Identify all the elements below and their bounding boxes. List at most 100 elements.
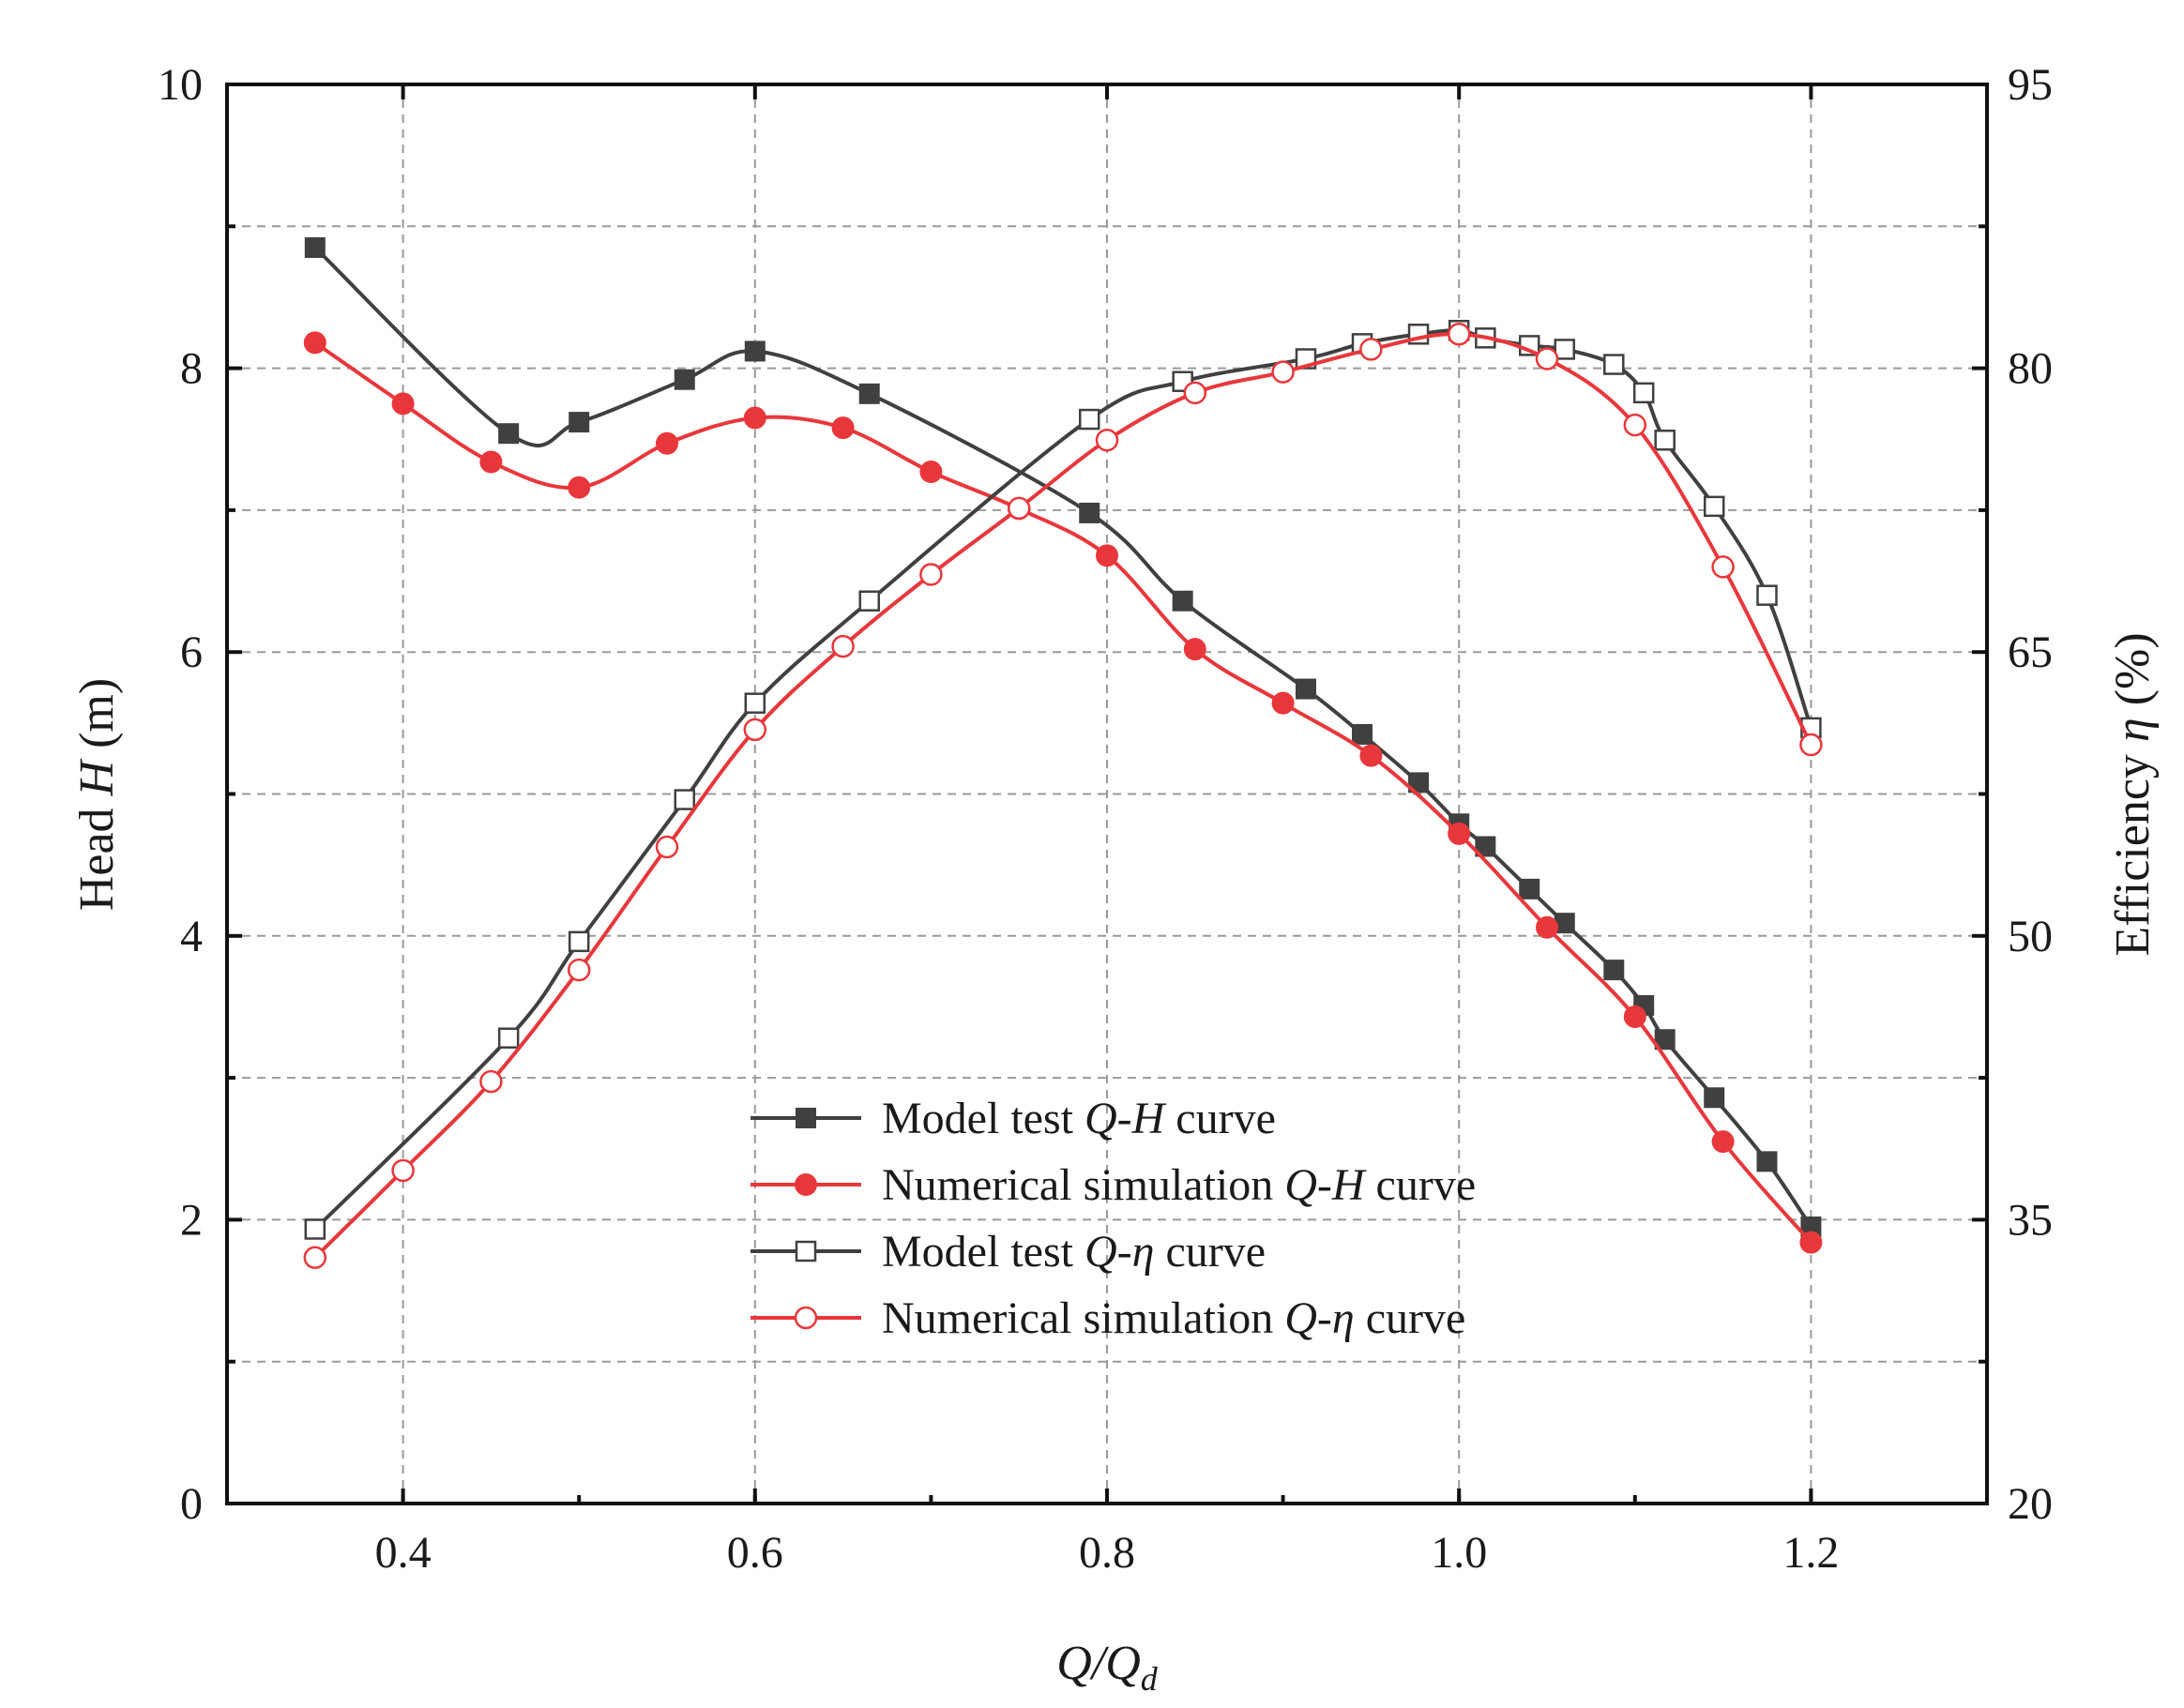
- data-point: [1447, 323, 1471, 346]
- data-point: [1271, 360, 1295, 384]
- data-point: [1295, 678, 1316, 700]
- data-point: [498, 423, 520, 445]
- data-point: [1519, 878, 1540, 899]
- data-point: [1703, 495, 1725, 518]
- grid: [227, 84, 1987, 1504]
- data-point: [1799, 733, 1823, 757]
- series-line: [313, 246, 1813, 1229]
- data-point: [1096, 544, 1118, 567]
- data-point: [391, 392, 415, 416]
- legend: Model test Q-H curve Numerical simulation…: [751, 1094, 1476, 1343]
- data-point: [919, 563, 943, 586]
- data-point: [568, 930, 590, 953]
- data-point: [569, 412, 590, 433]
- y-left-tick-label: 4: [180, 912, 203, 961]
- legend-item-0: Model test Q-H curve: [751, 1094, 1276, 1143]
- data-point: [1654, 430, 1676, 451]
- data-point: [567, 958, 591, 982]
- data-point: [744, 340, 766, 362]
- data-point: [743, 718, 767, 742]
- data-point: [1007, 496, 1031, 521]
- data-point: [1183, 638, 1206, 661]
- series-layer: [303, 236, 1823, 1269]
- data-point: [744, 692, 766, 714]
- legend-label: Numerical simulation Q-η curve: [882, 1293, 1465, 1343]
- data-point: [1172, 590, 1193, 612]
- data-point: [656, 431, 678, 455]
- data-point: [858, 590, 880, 612]
- legend-item-2: Model test Q-η curve: [751, 1227, 1266, 1277]
- legend-label: Numerical simulation Q-H curve: [882, 1160, 1476, 1210]
- y-right-tick-label: 35: [2008, 1195, 2053, 1245]
- data-point: [1603, 354, 1625, 375]
- series-line: [313, 332, 1813, 1260]
- data-point: [1078, 408, 1100, 431]
- y-left-tick-label: 2: [180, 1195, 203, 1245]
- data-point: [743, 406, 766, 430]
- data-point: [1711, 555, 1735, 579]
- data-point: [1448, 822, 1471, 845]
- y-right-tick-label: 20: [2008, 1479, 2053, 1529]
- data-point: [1095, 429, 1119, 452]
- data-point: [831, 634, 855, 658]
- legend-label: Model test Q-η curve: [882, 1227, 1266, 1277]
- data-point: [1632, 382, 1655, 404]
- y-left-tick-label: 10: [158, 60, 203, 110]
- legend-swatch-marker: [794, 1306, 818, 1330]
- y-right-tick-label: 50: [2008, 912, 2053, 961]
- data-point: [831, 416, 855, 440]
- data-point: [1183, 381, 1207, 405]
- y-axis-left-title: Head H (m): [70, 678, 124, 911]
- legend-swatch-marker: [796, 1108, 816, 1128]
- legend-item-3: Numerical simulation Q-η curve: [751, 1293, 1465, 1343]
- data-point: [1756, 1151, 1778, 1172]
- y-left-tick-label: 0: [180, 1479, 203, 1529]
- data-point: [655, 835, 679, 859]
- data-point: [1711, 1130, 1735, 1154]
- data-point: [1554, 339, 1576, 360]
- legend-label: Model test Q-H curve: [882, 1094, 1276, 1143]
- data-point: [304, 236, 326, 258]
- data-point: [304, 1218, 326, 1240]
- data-point: [1475, 836, 1496, 857]
- data-point: [1554, 913, 1575, 934]
- data-point: [1535, 347, 1559, 370]
- data-point: [674, 789, 696, 810]
- y-axis-right-title: Efficiency η (%): [2106, 632, 2160, 956]
- legend-swatch-marker: [795, 1173, 817, 1196]
- data-point: [1408, 772, 1430, 794]
- data-point: [479, 450, 503, 474]
- series-3: [303, 323, 1823, 1269]
- data-point: [674, 369, 695, 390]
- x-tick-label: 1.0: [1431, 1528, 1487, 1578]
- y-right-tick-label: 80: [2008, 344, 2053, 394]
- data-point: [497, 1027, 520, 1049]
- data-point: [1359, 744, 1383, 767]
- data-point: [1654, 1029, 1676, 1050]
- data-point: [1623, 413, 1647, 437]
- legend-swatch-marker: [795, 1240, 817, 1262]
- y-right-tick-label: 65: [2008, 627, 2053, 677]
- data-point: [1536, 915, 1558, 939]
- data-point: [303, 331, 326, 355]
- data-point: [1359, 338, 1383, 361]
- data-point: [391, 1158, 415, 1183]
- data-point: [303, 1246, 327, 1269]
- x-tick-label: 0.6: [727, 1528, 783, 1578]
- y-left-tick-label: 8: [180, 344, 203, 394]
- data-point: [1704, 1087, 1725, 1109]
- x-tick-label: 1.2: [1782, 1528, 1839, 1578]
- data-point: [1271, 691, 1295, 715]
- data-point: [479, 1069, 503, 1094]
- data-point: [1352, 723, 1373, 745]
- data-point: [1603, 960, 1625, 981]
- x-axis-title: Q/Qd: [1056, 1637, 1159, 1698]
- data-point: [919, 461, 943, 484]
- data-point: [1623, 1005, 1646, 1029]
- data-point: [568, 476, 591, 499]
- legend-item-1: Numerical simulation Q-H curve: [751, 1160, 1476, 1210]
- data-point: [1756, 584, 1778, 606]
- y-left-tick-label: 6: [180, 627, 203, 677]
- axis-ticks: 0.4 0.6 0.8 1.0 1.2 0 2 4 6 8 10 20 35 50 65 80 95: [158, 60, 2053, 1578]
